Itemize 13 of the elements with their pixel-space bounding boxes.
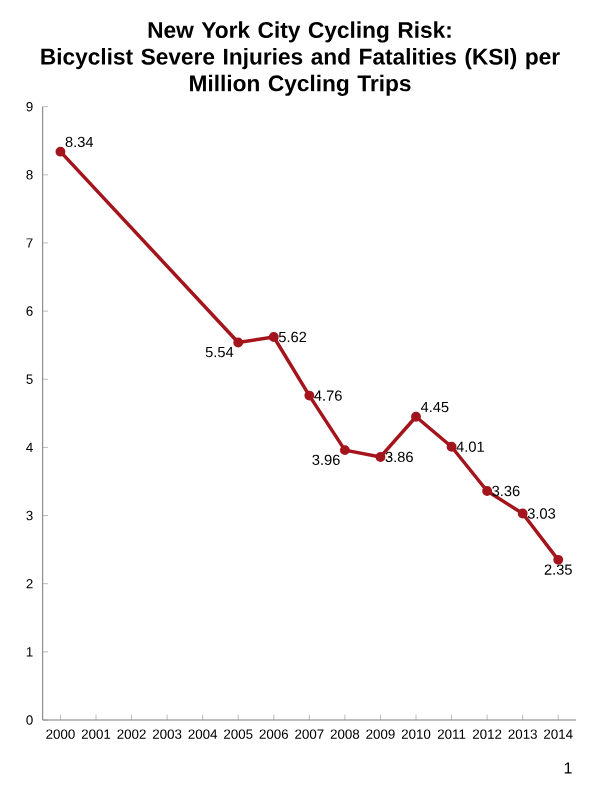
chart-title: New York City Cycling Risk: Bicyclist Severe Injuries and Fatalities (KSI) per Million Cycling Trips	[41, 21, 560, 96]
point	[482, 486, 493, 496]
point	[339, 445, 350, 456]
point	[375, 452, 386, 462]
point	[233, 337, 244, 348]
point	[268, 332, 279, 342]
point	[304, 390, 315, 401]
point	[446, 441, 457, 452]
point	[517, 508, 528, 519]
point	[411, 411, 421, 422]
text: 1	[564, 762, 572, 774]
point	[553, 554, 564, 565]
point	[55, 146, 66, 157]
